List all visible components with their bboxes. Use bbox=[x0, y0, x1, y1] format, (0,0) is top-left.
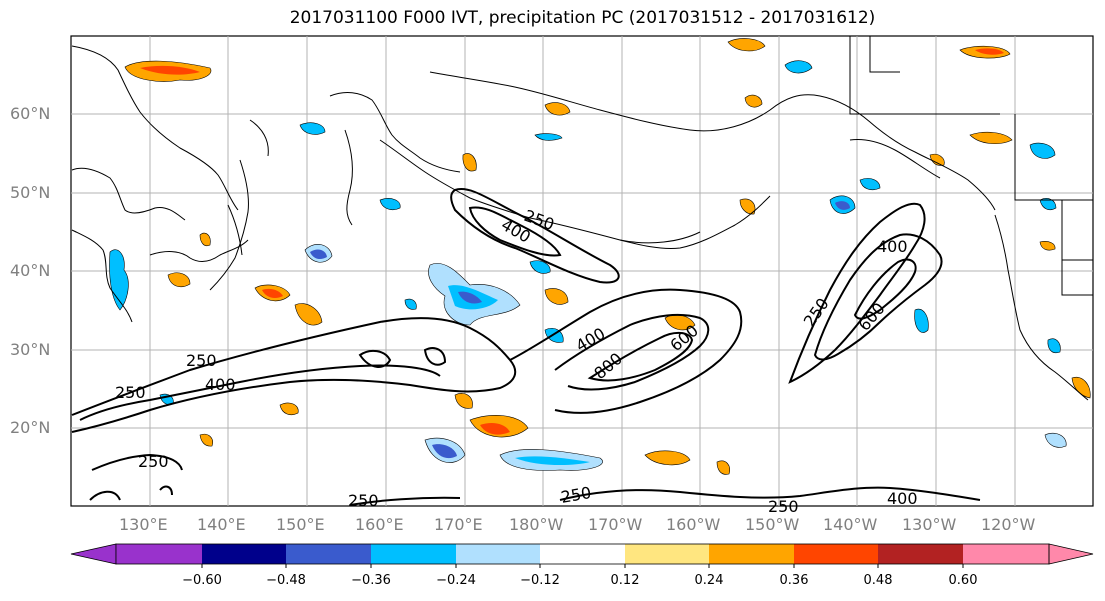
lon-label-150e: 150°E bbox=[276, 515, 325, 534]
lat-label-60n: 60°N bbox=[10, 104, 51, 123]
lat-label-30n: 30°N bbox=[10, 340, 51, 359]
colorbar-tick-label: 0.48 bbox=[863, 573, 893, 588]
map-title: 2017031100 F000 IVT, precipitation PC (2… bbox=[289, 8, 876, 28]
lat-label-40n: 40°N bbox=[10, 261, 51, 280]
ivt-contours bbox=[71, 188, 981, 506]
lon-label-140e: 140°E bbox=[197, 515, 246, 534]
colorbar-tick-label: −0.36 bbox=[351, 573, 391, 588]
colorbar-tick-label: 0.36 bbox=[779, 573, 809, 588]
lat-label-50n: 50°N bbox=[10, 183, 51, 202]
colorbar-tick-label: −0.60 bbox=[182, 573, 222, 588]
colorbar-extend-high bbox=[1048, 543, 1094, 565]
precip-negative-patches bbox=[109, 60, 1067, 471]
map-area: 250 400 250 400 250 400 600 800 250 400 … bbox=[70, 35, 1094, 516]
contour-label: 400 bbox=[877, 237, 908, 256]
lon-label-160e: 160°E bbox=[355, 515, 404, 534]
contour-label: 250 bbox=[348, 491, 379, 510]
lon-label-140w: 140°W bbox=[823, 515, 878, 534]
lon-label-150w: 150°W bbox=[745, 515, 800, 534]
contour-label: 400 bbox=[887, 489, 918, 508]
lon-label-170w: 170°W bbox=[588, 515, 643, 534]
colorbar-extend-low bbox=[70, 543, 117, 565]
precip-positive-patches bbox=[124, 38, 1091, 475]
colorbar bbox=[70, 543, 1094, 568]
coastlines bbox=[71, 36, 1093, 401]
lat-label-20n: 20°N bbox=[10, 418, 51, 437]
lon-label-130w: 130°W bbox=[902, 515, 957, 534]
contour-label: 250 bbox=[115, 383, 146, 402]
graticule bbox=[71, 36, 1093, 506]
lon-label-180w: 180°W bbox=[509, 515, 564, 534]
lon-label-160w: 160°W bbox=[666, 515, 721, 534]
lon-label-130e: 130°E bbox=[119, 515, 168, 534]
contour-label: 400 bbox=[205, 375, 236, 394]
colorbar-tick-label: 0.12 bbox=[610, 573, 640, 588]
colorbar-tick-label: −0.24 bbox=[436, 573, 476, 588]
contour-label: 250 bbox=[138, 452, 169, 471]
lon-label-170e: 170°E bbox=[434, 515, 483, 534]
colorbar-tick-label: −0.48 bbox=[266, 573, 306, 588]
contour-label: 250 bbox=[768, 497, 799, 516]
colorbar-tick-label: 0.60 bbox=[948, 573, 978, 588]
colorbar-tick-label: −0.12 bbox=[520, 573, 560, 588]
colorbar-tick-label: 0.24 bbox=[694, 573, 724, 588]
contour-label: 250 bbox=[186, 351, 217, 370]
lon-label-120w: 120°W bbox=[981, 515, 1036, 534]
